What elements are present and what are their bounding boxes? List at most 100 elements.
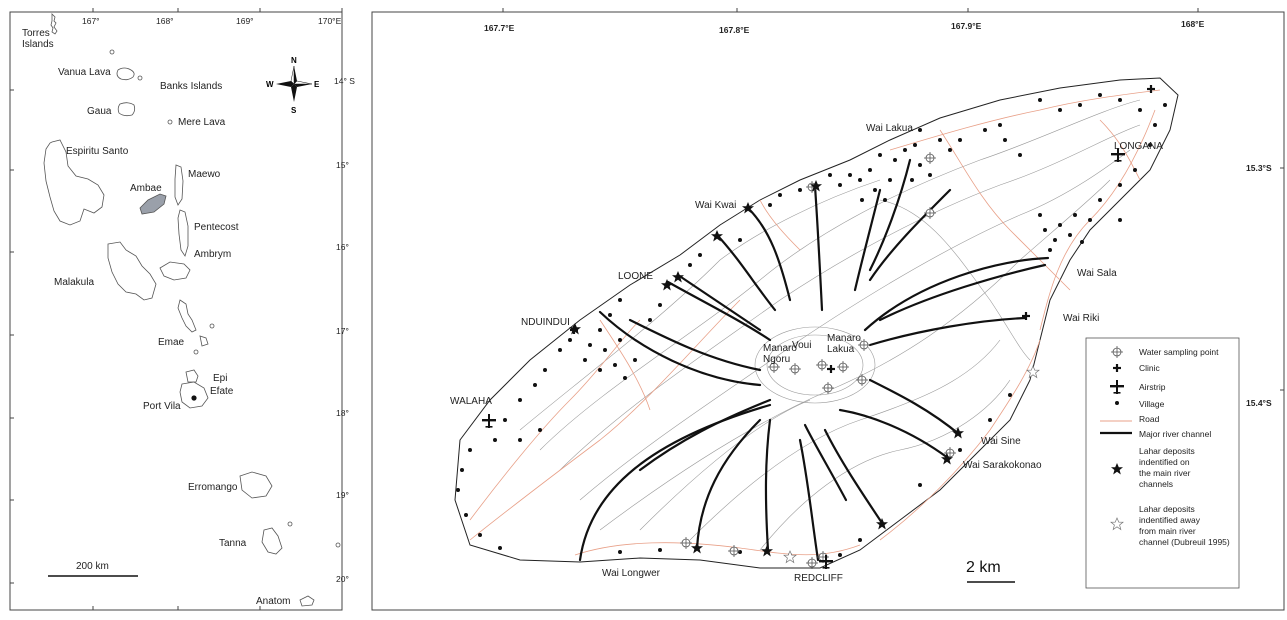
lat-tick-4: 18° <box>336 408 349 418</box>
efate-shape <box>179 381 209 409</box>
label-wai-longwer: Wai Longwer <box>602 568 661 579</box>
legend-airstrip-icon <box>1110 380 1124 394</box>
water-sampling-points <box>680 152 956 569</box>
label-vanua-lava: Vanua Lava <box>58 67 111 78</box>
legend-water-sampling-icon <box>1111 346 1123 358</box>
legend-label-4: Road <box>1139 414 1160 424</box>
airstrip-markers <box>482 148 1125 569</box>
label-torres: Torres Islands <box>22 28 54 50</box>
ambae-map: 167.7°E 167.8°E 167.9°E 168°E 15.3°S 15.… <box>371 8 1285 611</box>
label-pentecost: Pentecost <box>194 222 239 233</box>
ambae-lat-0: 15.3°S <box>1246 163 1272 173</box>
ambae-lon-1: 167.8°E <box>719 25 750 35</box>
archipelago-frame <box>9 11 343 611</box>
clinic-markers <box>570 85 1155 373</box>
ambae-lon-3: 168°E <box>1181 19 1205 29</box>
label-loone: LOONE <box>618 271 653 282</box>
right-scale-label: 2 km <box>966 559 1001 576</box>
label-manaro-ngoru: Manaro Ngoru <box>763 343 797 365</box>
label-wai-sine: Wai Sine <box>981 436 1021 447</box>
lat-tick-1: 15° <box>336 160 349 170</box>
label-walaha: WALAHA <box>450 396 492 407</box>
legend-label-3: Village <box>1139 399 1165 409</box>
lat-tick-0: 14° S <box>334 76 355 86</box>
legend-label-2: Airstrip <box>1139 382 1166 392</box>
tanna-shape <box>261 527 283 555</box>
map-legend: Water sampling point Clinic Airstrip Vil… <box>1085 337 1240 589</box>
lon-tick-2: 169° <box>236 16 254 26</box>
compass-e: E <box>314 80 320 89</box>
compass-w: W <box>266 80 274 89</box>
left-scale-label: 200 km <box>76 561 109 572</box>
label-wai-riki: Wai Riki <box>1063 313 1099 324</box>
lahar-away-stars <box>783 365 1040 564</box>
legend-label-0: Water sampling point <box>1139 347 1219 357</box>
gaua-shape <box>117 102 136 117</box>
label-epi: Epi <box>213 373 227 384</box>
label-anatom: Anatom <box>256 596 290 607</box>
ambae-lon-2: 167.9°E <box>951 21 982 31</box>
emae-shape <box>199 335 209 347</box>
lat-tick-5: 19° <box>336 490 349 500</box>
ambae-frame <box>371 11 1285 611</box>
major-river-channels <box>578 158 1050 562</box>
legend-lahar-away-icon <box>1110 517 1124 531</box>
label-espiritu-santo: Espiritu Santo <box>66 146 129 157</box>
epi-shape <box>185 369 199 383</box>
compass-n: N <box>291 56 297 65</box>
legend-label-6: Lahar deposits indentified on the main riv… <box>1139 446 1195 489</box>
label-efate: Efate <box>210 386 234 397</box>
archipelago-map: 167° 168° 169° 170°E 14° S 15° 16° 17° 1… <box>9 8 355 611</box>
label-ambrym: Ambrym <box>194 249 231 260</box>
legend-village-icon <box>1115 401 1119 405</box>
compass-s: S <box>291 106 297 115</box>
lon-tick-0: 167° <box>82 16 100 26</box>
ambae-lat-1: 15.4°S <box>1246 398 1272 408</box>
port-vila-dot <box>191 395 197 401</box>
label-voui: Voui <box>792 340 811 351</box>
label-ambae: Ambae <box>130 183 162 194</box>
label-maewo: Maewo <box>188 169 221 180</box>
label-banks: Banks Islands <box>160 81 222 92</box>
torres-islands-shape <box>50 13 58 35</box>
label-wai-kwai: Wai Kwai <box>695 200 736 211</box>
label-manaro-lakua: Manaro Lakua <box>827 333 861 355</box>
lat-tick-3: 17° <box>336 326 349 336</box>
label-wai-lakua: Wai Lakua <box>866 123 913 134</box>
malakula-shape <box>107 241 157 301</box>
label-erromango: Erromango <box>188 482 238 493</box>
label-mere-lava: Mere Lava <box>178 117 226 128</box>
legend-lahar-main-icon <box>1111 463 1123 475</box>
ambrym-shape <box>159 261 191 281</box>
legend-label-7: Lahar deposits indentified away from main … <box>1139 504 1230 547</box>
pentecost-shape <box>177 209 189 257</box>
ambae-island-outline <box>454 77 1179 569</box>
vanua-lava-shape <box>116 67 135 81</box>
label-gaua: Gaua <box>87 106 112 117</box>
legend-box <box>1085 337 1240 589</box>
lat-tick-2: 16° <box>336 242 349 252</box>
label-longana: LONGANA <box>1114 141 1163 152</box>
lat-tick-6: 20° <box>336 574 349 584</box>
lon-tick-3: 170°E <box>318 16 342 26</box>
label-malakula: Malakula <box>54 277 94 288</box>
label-tanna: Tanna <box>219 538 247 549</box>
erromango-shape <box>239 471 273 499</box>
label-wai-sarakokonao: Wai Sarakokonao <box>963 460 1042 471</box>
label-emae: Emae <box>158 337 185 348</box>
label-wai-sala: Wai Sala <box>1077 268 1117 279</box>
label-redcliff: REDCLIFF <box>794 573 843 584</box>
anatom-shape <box>299 595 315 607</box>
ambae-lon-0: 167.7°E <box>484 23 515 33</box>
legend-label-1: Clinic <box>1139 363 1161 373</box>
paama-shape <box>177 299 197 333</box>
label-port-vila: Port Vila <box>143 401 181 412</box>
espiritu-santo-shape <box>43 139 105 226</box>
compass-rose-icon: N S E W <box>266 56 320 115</box>
lahar-main-stars <box>569 180 964 557</box>
label-nduindui: NDUINDUI <box>521 317 570 328</box>
village-dots <box>456 93 1167 557</box>
ambae-shape <box>139 193 167 215</box>
legend-label-5: Major river channel <box>1139 429 1211 439</box>
